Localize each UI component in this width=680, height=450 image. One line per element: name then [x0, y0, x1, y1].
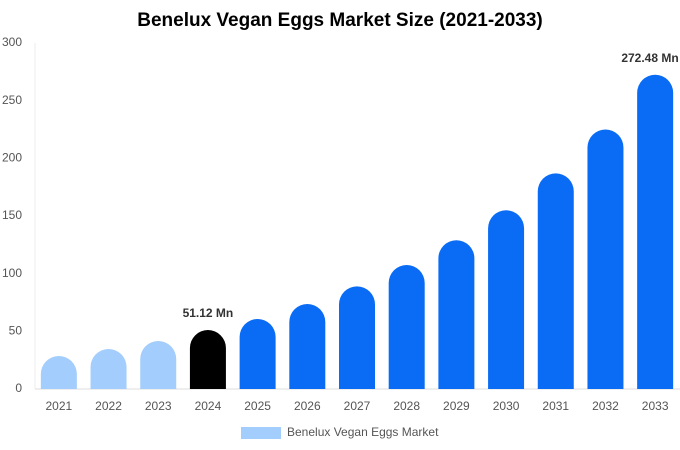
x-tick-label: 2032: [592, 399, 619, 413]
x-tick-label: 2023: [145, 399, 172, 413]
x-tick-label: 2027: [344, 399, 371, 413]
bar: [289, 303, 326, 389]
bar: [488, 210, 525, 389]
x-tick-label: 2031: [542, 399, 569, 413]
x-tick-label: 2029: [443, 399, 470, 413]
y-tick-label: 150: [2, 208, 22, 222]
bar: [189, 330, 226, 389]
bar: [438, 240, 475, 389]
bar: [90, 348, 127, 389]
y-tick-label: 100: [2, 266, 22, 280]
x-tick-label: 2022: [95, 399, 122, 413]
bar: [537, 173, 574, 389]
y-tick-label: 300: [2, 35, 22, 49]
chart-title: Benelux Vegan Eggs Market Size (2021-203…: [137, 10, 543, 31]
bar: [637, 74, 674, 389]
y-tick-label: 50: [9, 324, 23, 338]
y-tick-label: 200: [2, 151, 22, 165]
bar: [239, 318, 276, 389]
bar: [587, 129, 624, 389]
bar: [339, 286, 375, 389]
bar: [40, 356, 77, 389]
x-tick-label: 2030: [493, 399, 520, 413]
value-label: 272.48 Mn: [621, 51, 678, 65]
x-tick-label: 2025: [244, 399, 271, 413]
x-tick-label: 2028: [393, 399, 420, 413]
x-tick-label: 2026: [294, 399, 321, 413]
x-tick-label: 2033: [642, 399, 669, 413]
y-tick-label: 250: [2, 93, 22, 107]
bar: [140, 341, 177, 389]
value-label: 51.12 Mn: [183, 306, 234, 320]
legend-label: Benelux Vegan Eggs Market: [287, 425, 439, 439]
y-tick-label: 0: [15, 381, 22, 395]
x-tick-label: 2024: [195, 399, 222, 413]
bar: [388, 265, 425, 389]
legend-swatch: [241, 427, 281, 439]
x-tick-label: 2021: [45, 399, 72, 413]
